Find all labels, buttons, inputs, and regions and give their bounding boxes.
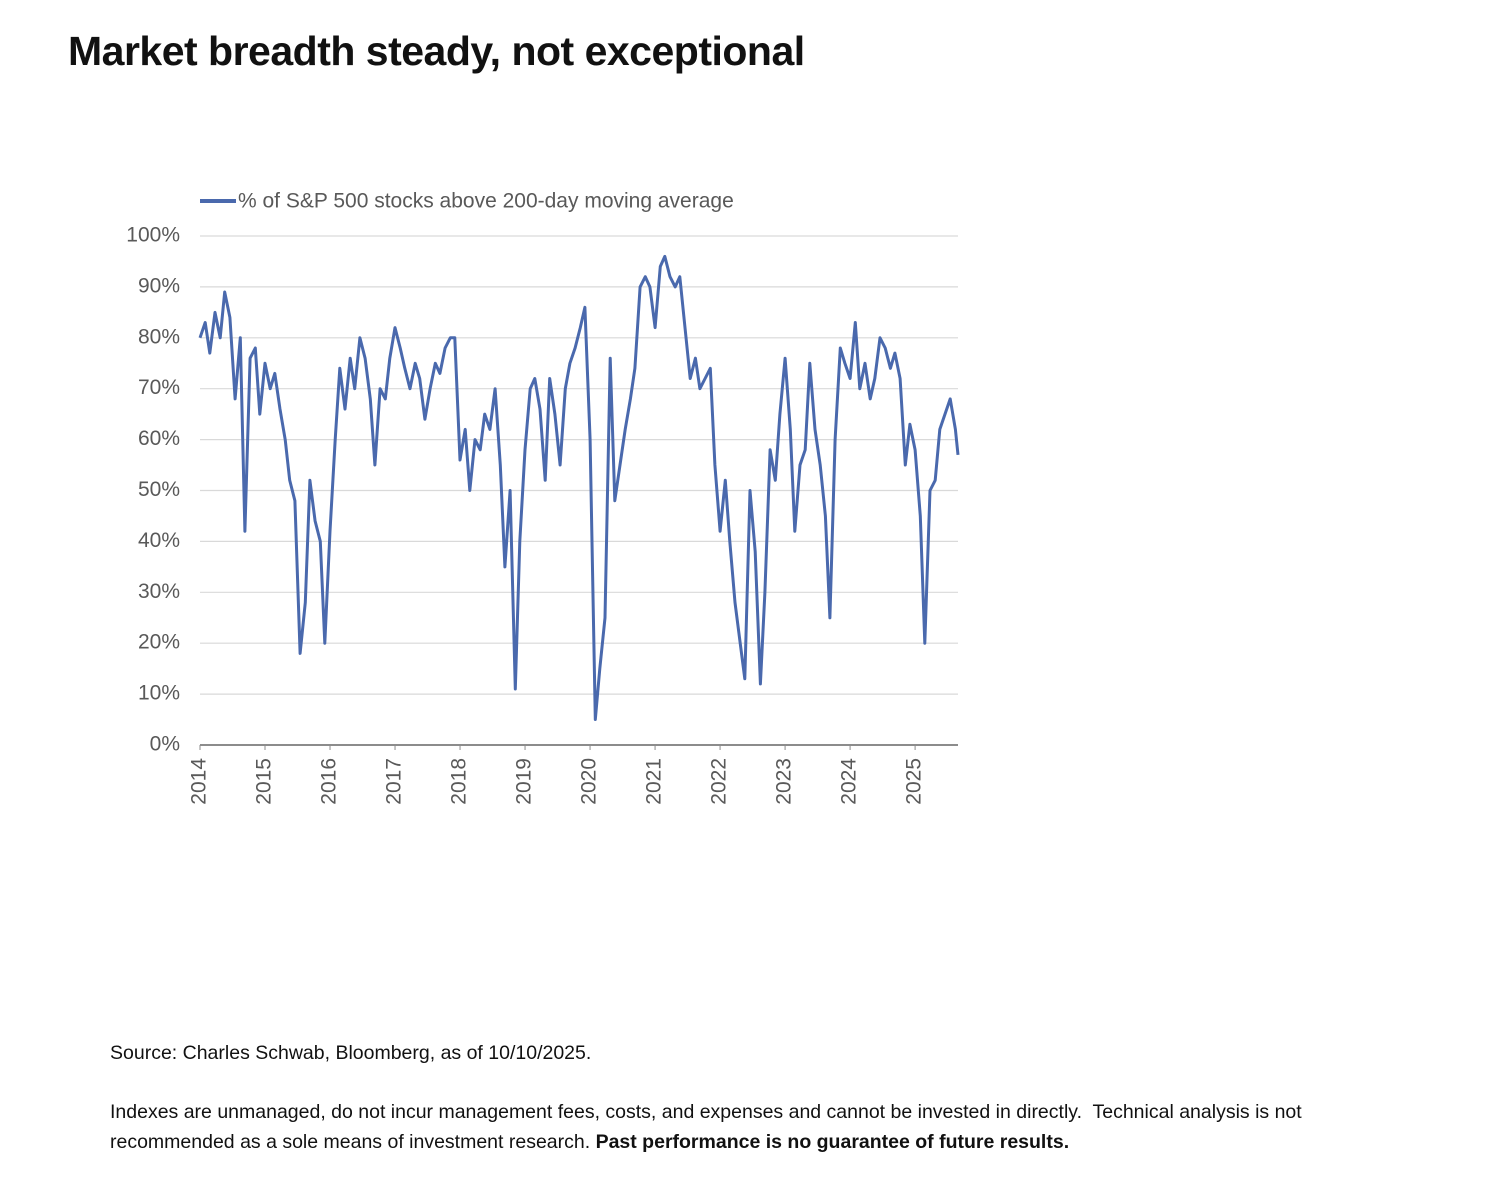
x-tick-label: 2015 (253, 758, 276, 805)
y-tick-label: 60% (138, 427, 180, 450)
y-tick-label: 40% (138, 529, 180, 552)
disclaimer-text: recommended as a sole means of investmen… (110, 1131, 596, 1153)
y-tick-label: 100% (126, 224, 180, 247)
x-tick-label: 2025 (903, 758, 926, 805)
data-line (198, 254, 960, 721)
page-title: Market breadth steady, not exceptional (68, 28, 805, 74)
x-tick-label: 2016 (318, 758, 341, 805)
source-note: Source: Charles Schwab, Bloomberg, as of… (110, 1042, 592, 1064)
x-tick-label: 2021 (643, 758, 666, 805)
y-tick-label: 80% (138, 325, 180, 348)
x-tick-label: 2024 (838, 758, 861, 805)
y-tick-label: 10% (138, 682, 180, 705)
x-tick-label: 2020 (578, 758, 601, 805)
disclaimer-bold: Past performance is no guarantee of futu… (595, 1131, 1070, 1153)
x-tick-label: 2017 (383, 758, 406, 805)
y-tick-label: 20% (138, 631, 180, 654)
y-tick-label: 70% (138, 376, 180, 399)
x-tick-label: 2019 (513, 758, 536, 805)
x-tick-label: 2018 (448, 758, 471, 805)
legend-label: % of S&P 500 stocks above 200-day moving… (238, 190, 734, 213)
y-tick-label: 50% (138, 478, 180, 501)
disclaimer-line: Indexes are unmanaged, do not incur mana… (110, 1101, 1302, 1123)
y-tick-label: 90% (138, 274, 180, 297)
y-tick-label: 0% (150, 733, 180, 756)
y-tick-label: 30% (138, 580, 180, 603)
x-tick-label: 2014 (188, 758, 211, 805)
x-tick-label: 2022 (708, 758, 731, 805)
disclaimer-line: recommended as a sole means of investmen… (110, 1131, 1069, 1154)
x-tick-label: 2023 (773, 758, 796, 805)
chart: 0% 10% 20% 30% 40% 50% 60% 70% 80% 90% 100% 2014 201… (126, 190, 960, 805)
